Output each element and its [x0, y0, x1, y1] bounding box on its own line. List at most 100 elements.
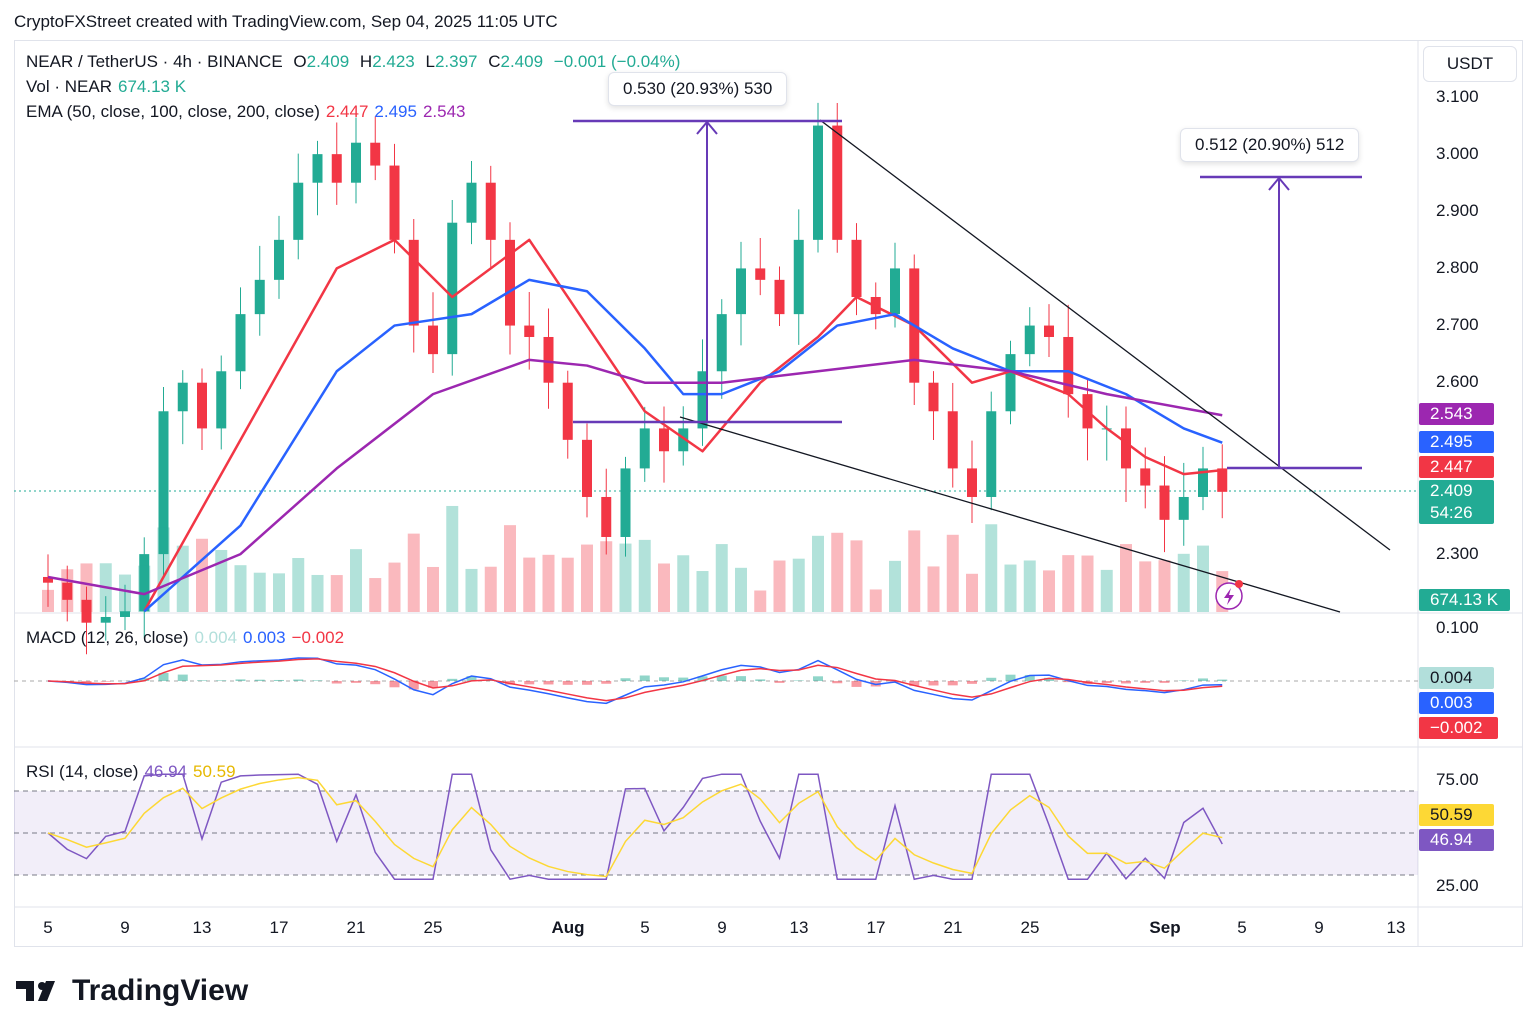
candle-body [716, 314, 727, 372]
ema200-line [47, 358, 1223, 596]
macd-histogram-bar [986, 677, 997, 681]
candle-body [736, 268, 746, 315]
time-tick: 5 [640, 918, 650, 937]
candle-body [408, 239, 419, 326]
volume-bar [1177, 553, 1190, 612]
candle-body [331, 154, 342, 183]
rsi-legend: RSI (14, close) 46.94 50.59 [26, 762, 242, 782]
macd-histogram-bar [1063, 681, 1074, 683]
candle-body [967, 468, 977, 497]
candle-body [1005, 354, 1016, 412]
volume-bar [946, 534, 959, 612]
macd-histogram-bar [466, 676, 477, 681]
volume-bar [196, 538, 208, 612]
time-tick: 13 [789, 918, 809, 937]
macd-hist-value: 0.004 [194, 628, 238, 647]
price-tick: 2.600 [1436, 372, 1479, 391]
time-tick: 17 [269, 918, 289, 937]
volume-bar [715, 544, 728, 612]
macd-histogram-bar [562, 681, 573, 685]
chart-frame[interactable] [14, 40, 1523, 947]
macd-histogram-bar [312, 680, 323, 681]
rsi-line [47, 773, 1223, 881]
volume-bar [61, 569, 74, 612]
volume-bar [484, 566, 497, 612]
macd-histogram-bar [755, 679, 766, 681]
price-tick: 2.300 [1436, 544, 1479, 563]
symbol-title[interactable]: NEAR / TetherUS · 4h · BINANCE [26, 52, 283, 71]
macd-tick: 0.100 [1436, 618, 1479, 637]
macd-histogram-bar [716, 675, 727, 681]
macd-histogram-bar [928, 681, 939, 686]
macd-histogram-bar [1217, 679, 1228, 681]
volume-bar [1004, 564, 1017, 612]
price-tick: 2.800 [1436, 258, 1479, 277]
candle-body [466, 182, 477, 223]
low-label: L [425, 52, 435, 71]
macd-histogram-bar [1159, 681, 1170, 683]
brand-name: TradingView [72, 974, 249, 1007]
volume-bar [330, 575, 343, 612]
macd-signal-line [47, 658, 1223, 702]
candle-body [197, 382, 207, 429]
macd-histogram-bar [582, 681, 592, 685]
high-label: H [359, 52, 373, 71]
candle-body [177, 382, 188, 412]
candle-body [928, 382, 939, 412]
candle-body [235, 314, 246, 372]
macd-histogram-bar [774, 681, 785, 683]
price-tick: 3.000 [1436, 144, 1479, 163]
macd-histogram-bar [158, 672, 169, 681]
volume-bar [908, 530, 921, 612]
macd-histogram-bar [197, 680, 207, 681]
candle-body [986, 411, 997, 497]
candle-body [1217, 468, 1228, 492]
macd-histogram-bar [293, 679, 304, 681]
rsi-label[interactable]: RSI (14, close) [26, 762, 139, 781]
candle-body [43, 576, 53, 583]
macd-histogram-bar [601, 681, 612, 684]
candle-body [582, 439, 592, 497]
candle-body [370, 142, 381, 166]
macd-histogram-bar [736, 676, 746, 681]
macd-histogram-bar [389, 681, 400, 688]
open-label: O [293, 52, 307, 71]
volume-bar [966, 573, 978, 612]
volume-bar [1062, 555, 1075, 612]
macd-histogram-bar [254, 679, 265, 681]
macd-label[interactable]: MACD (12, 26, close) [26, 628, 189, 647]
volume-bar [292, 557, 305, 612]
macd-legend: MACD (12, 26, close) 0.004 0.003 −0.002 [26, 628, 350, 648]
candle-body [351, 142, 361, 183]
volume-bar [369, 578, 382, 612]
volume-bar [407, 533, 420, 612]
macd-histogram-bar [447, 678, 458, 681]
candle-body [1198, 468, 1208, 497]
tradingview-logo[interactable]: TradingView [16, 974, 248, 1008]
measure-label-left[interactable]: 0.530 (20.93%) 530 [608, 72, 788, 106]
volume-bar [1120, 544, 1132, 612]
credit-text: CryptoFXStreet created with TradingView.… [14, 12, 558, 31]
macd-histogram-bar [274, 679, 284, 681]
volume-bar [427, 566, 439, 612]
volume-bar [638, 539, 651, 612]
time-tick: 21 [346, 918, 366, 937]
candle-body [81, 599, 92, 623]
time-tick: 25 [1020, 918, 1040, 937]
close-label: C [488, 52, 501, 71]
volume-label[interactable]: Vol · NEAR [26, 77, 112, 96]
rsi-value: 46.94 [144, 762, 187, 781]
last-price-tag: 2.409 54:26 [1419, 480, 1494, 524]
candle-body [755, 268, 766, 280]
measure-label-right[interactable]: 0.512 (20.90%) 512 [1180, 128, 1360, 162]
price-tick: 2.700 [1436, 315, 1479, 334]
rsi-tick: 75.00 [1436, 770, 1479, 789]
macd-line [47, 657, 1223, 705]
volume-bar [754, 590, 767, 612]
time-tick: 9 [120, 918, 130, 937]
macd-histogram-bar [428, 681, 438, 688]
candle-body [216, 371, 227, 429]
currency-button[interactable]: USDT [1423, 46, 1517, 82]
ema-label[interactable]: EMA (50, close, 100, close, 200, close) [26, 102, 320, 121]
